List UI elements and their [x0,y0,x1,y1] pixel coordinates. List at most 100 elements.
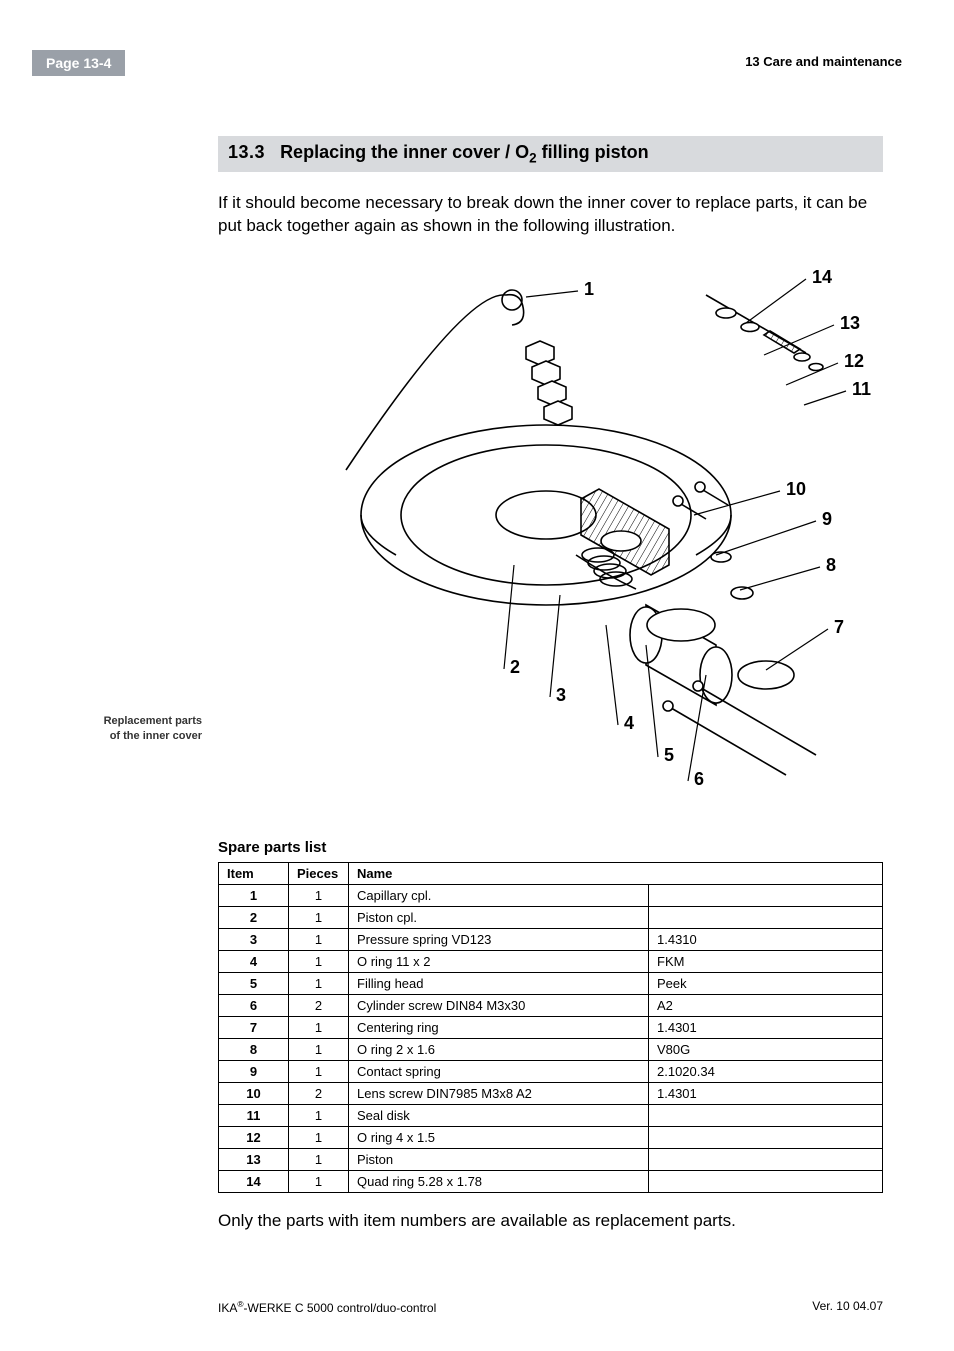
callout-10: 10 [786,479,806,499]
cell-pieces: 1 [289,973,349,995]
col-name: Name [349,863,883,885]
cell-name: O ring 11 x 2 [349,951,649,973]
cell-item: 10 [219,1083,289,1105]
cell-name: O ring 2 x 1.6 [349,1039,649,1061]
table-row: 81O ring 2 x 1.6V80G [219,1039,883,1061]
cell-item: 8 [219,1039,289,1061]
cell-item: 3 [219,929,289,951]
callout-8: 8 [826,555,836,575]
table-row: 51Filling headPeek [219,973,883,995]
margin-note-line2: of the inner cover [110,730,202,742]
cell-pieces: 1 [289,1017,349,1039]
table-row: 111Seal disk [219,1105,883,1127]
cell-material [649,885,883,907]
callout-2: 2 [510,657,520,677]
exploded-diagram: 1234567891011121314 [218,255,883,815]
diagram-svg: 1234567891011121314 [226,255,876,815]
cell-material [649,1105,883,1127]
cell-name: Lens screw DIN7985 M3x8 A2 [349,1083,649,1105]
cell-name: Pressure spring VD123 [349,929,649,951]
cell-name: Contact spring [349,1061,649,1083]
cell-pieces: 1 [289,1127,349,1149]
cell-name: Piston [349,1149,649,1171]
chapter-reference: 13 Care and maintenance [745,54,902,69]
after-table-note: Only the parts with item numbers are ava… [218,1211,883,1231]
cell-pieces: 1 [289,1171,349,1193]
cell-pieces: 1 [289,1039,349,1061]
cell-material [649,1127,883,1149]
cell-pieces: 1 [289,951,349,973]
callout-4: 4 [624,713,634,733]
intro-paragraph: If it should become necessary to break d… [218,192,883,238]
cell-name: Capillary cpl. [349,885,649,907]
callout-9: 9 [822,509,832,529]
callout-14: 14 [812,267,832,287]
cell-item: 13 [219,1149,289,1171]
callout-13: 13 [840,313,860,333]
cell-item: 14 [219,1171,289,1193]
cell-name: O ring 4 x 1.5 [349,1127,649,1149]
cell-pieces: 1 [289,1105,349,1127]
cell-material: 2.1020.34 [649,1061,883,1083]
col-item: Item [219,863,289,885]
cell-item: 1 [219,885,289,907]
cell-name: Quad ring 5.28 x 1.78 [349,1171,649,1193]
table-row: 41O ring 11 x 2FKM [219,951,883,973]
cell-pieces: 1 [289,1149,349,1171]
page-tab: Page 13-4 [32,50,125,76]
footer-left-pre: IKA [218,1301,237,1315]
cell-material: 1.4301 [649,1017,883,1039]
cell-material: Peek [649,973,883,995]
cell-item: 6 [219,995,289,1017]
cell-item: 2 [219,907,289,929]
cell-name: Piston cpl. [349,907,649,929]
cell-item: 4 [219,951,289,973]
page-footer: IKA®-WERKE C 5000 control/duo-control Ve… [218,1299,883,1315]
cell-item: 5 [219,973,289,995]
cell-pieces: 1 [289,907,349,929]
section-title-post: filling piston [537,142,649,162]
cell-material: 1.4310 [649,929,883,951]
cell-material [649,1171,883,1193]
cell-name: Seal disk [349,1105,649,1127]
callout-1: 1 [584,279,594,299]
cell-item: 9 [219,1061,289,1083]
cell-name: Filling head [349,973,649,995]
table-row: 131Piston [219,1149,883,1171]
cell-material: FKM [649,951,883,973]
cell-pieces: 1 [289,929,349,951]
spare-parts-title: Spare parts list [218,839,883,856]
cell-pieces: 1 [289,1061,349,1083]
table-row: 121O ring 4 x 1.5 [219,1127,883,1149]
table-row: 102Lens screw DIN7985 M3x8 A21.4301 [219,1083,883,1105]
cell-pieces: 2 [289,995,349,1017]
table-row: 31Pressure spring VD1231.4310 [219,929,883,951]
margin-note: Replacement parts of the inner cover [92,714,202,744]
section-title-pre: Replacing the inner cover / O [280,142,529,162]
callout-7: 7 [834,617,844,637]
table-row: 141Quad ring 5.28 x 1.78 [219,1171,883,1193]
cell-material: A2 [649,995,883,1017]
cell-item: 7 [219,1017,289,1039]
callout-3: 3 [556,685,566,705]
table-row: 21Piston cpl. [219,907,883,929]
cell-item: 12 [219,1127,289,1149]
section-number: 13.3 [228,142,265,162]
section-title-sub: 2 [529,151,537,166]
footer-right: Ver. 10 04.07 [812,1299,883,1315]
cell-name: Cylinder screw DIN84 M3x30 [349,995,649,1017]
margin-note-line1: Replacement parts [104,715,202,727]
footer-left-post: -WERKE C 5000 control/duo-control [244,1301,437,1315]
cell-material [649,907,883,929]
callout-11: 11 [852,379,871,399]
table-row: 11Capillary cpl. [219,885,883,907]
table-row: 62Cylinder screw DIN84 M3x30A2 [219,995,883,1017]
table-row: 71Centering ring1.4301 [219,1017,883,1039]
callout-5: 5 [664,745,674,765]
callout-6: 6 [694,769,704,789]
section-heading: 13.3 Replacing the inner cover / O2 fill… [218,136,883,172]
cell-material [649,1149,883,1171]
cell-material: 1.4301 [649,1083,883,1105]
cell-name: Centering ring [349,1017,649,1039]
cell-pieces: 2 [289,1083,349,1105]
